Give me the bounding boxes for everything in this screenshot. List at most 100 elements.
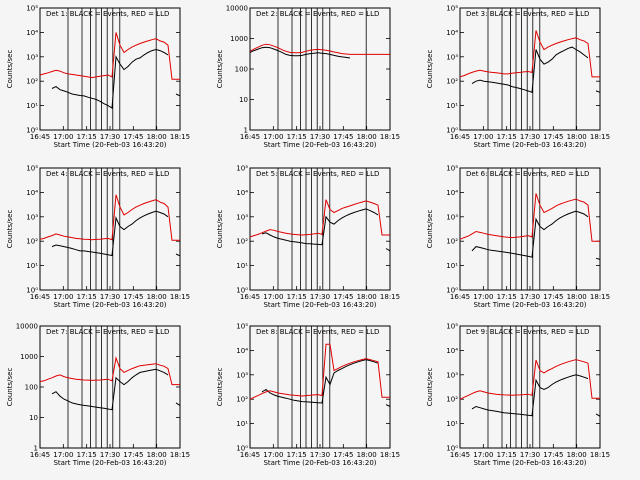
y-axis-label: Counts/sec [6, 210, 14, 249]
chart-title: Det 8: BLACK = Events, RED = LLD [256, 328, 379, 336]
series-events [471, 46, 601, 93]
x-axis-label: Start Time (20-Feb-03 16:43:20) [53, 301, 166, 309]
y-tick-label: 100 [25, 384, 38, 392]
x-tick-label: 17:00 [473, 451, 493, 459]
y-axis-label: Counts/sec [426, 210, 434, 249]
y-tick-label: 10000 [16, 323, 38, 331]
x-tick-label: 17:45 [123, 451, 143, 459]
x-tick-label: 18:00 [357, 133, 377, 141]
y-tick-label: 10³ [446, 213, 458, 221]
y-tick-label: 10⁴ [236, 189, 248, 197]
x-tick-label: 17:15 [497, 133, 517, 141]
series-events [51, 368, 181, 411]
x-tick-label: 16:45 [450, 293, 470, 301]
y-tick-label: 10³ [236, 371, 248, 379]
series-events [249, 46, 351, 59]
x-tick-label: 18:15 [590, 293, 610, 301]
x-tick-label: 18:15 [590, 133, 610, 141]
plot-frame [39, 7, 181, 131]
y-tick-label: 10⁵ [236, 165, 248, 173]
chart-panel-9: Det 9: BLACK = Events, RED = LLD 10⁰ 10¹ 10… [426, 323, 610, 468]
x-axis-label: Start Time (20-Feb-03 16:43:20) [263, 459, 376, 467]
x-tick-label: 17:30 [520, 293, 540, 301]
y-tick-label: 10¹ [236, 420, 248, 428]
y-tick-label: 10 [239, 96, 248, 104]
chart-panel-6: Det 6: BLACK = Events, RED = LLD 10⁰ 10¹ 10… [426, 165, 610, 310]
y-tick-label: 10⁵ [446, 323, 458, 331]
plot-frame [249, 325, 391, 449]
series-lld [249, 199, 390, 238]
x-tick-label: 17:30 [100, 451, 120, 459]
x-tick-label: 17:45 [123, 133, 143, 141]
chart-title: Det 6: BLACK = Events, RED = LLD [466, 170, 589, 178]
chart-panel-8: Det 8: BLACK = Events, RED = LLD 10⁰ 10¹ 10… [216, 323, 400, 468]
chart-panel-1: Det 1: BLACK = Events, RED = LLD 10⁰ 10¹ 10… [6, 5, 190, 150]
y-axis-label: Counts/sec [6, 368, 14, 407]
y-tick-label: 10⁴ [26, 189, 38, 197]
plot-frame [459, 325, 601, 449]
x-tick-label: 18:15 [380, 451, 400, 459]
y-axis-label: Counts/sec [216, 368, 224, 407]
x-tick-label: 17:15 [287, 133, 307, 141]
x-tick-label: 17:45 [333, 451, 353, 459]
y-tick-label: 10⁵ [446, 5, 458, 13]
x-axis-label: Start Time (20-Feb-03 16:43:20) [53, 459, 166, 467]
series-events [261, 359, 391, 407]
x-tick-label: 17:30 [310, 133, 330, 141]
x-tick-label: 18:00 [147, 133, 167, 141]
x-tick-label: 17:00 [53, 451, 73, 459]
chart-title: Det 4: BLACK = Events, RED = LLD [46, 170, 169, 178]
y-tick-label: 10³ [26, 53, 38, 61]
x-tick-label: 16:45 [240, 293, 260, 301]
x-tick-label: 18:15 [380, 133, 400, 141]
y-tick-label: 10³ [26, 213, 38, 221]
x-tick-label: 17:30 [520, 133, 540, 141]
x-tick-label: 17:30 [310, 451, 330, 459]
chart-title: Det 7: BLACK = Events, RED = LLD [46, 328, 169, 336]
x-tick-label: 17:15 [497, 293, 517, 301]
y-tick-label: 10⁰ [236, 287, 248, 295]
x-tick-label: 17:45 [543, 293, 563, 301]
series-events [471, 374, 601, 417]
x-axis-label: Start Time (20-Feb-03 16:43:20) [473, 141, 586, 149]
y-tick-label: 10⁴ [446, 347, 458, 355]
x-tick-label: 17:00 [263, 133, 283, 141]
x-tick-label: 18:00 [147, 293, 167, 301]
y-tick-label: 1000 [230, 35, 248, 43]
x-tick-label: 17:15 [77, 133, 97, 141]
chart-panel-5: Det 5: BLACK = Events, RED = LLD 10⁰ 10¹ 10… [216, 165, 400, 310]
y-tick-label: 10⁰ [446, 445, 458, 453]
x-tick-label: 17:00 [263, 451, 283, 459]
chart-panel-3: Det 3: BLACK = Events, RED = LLD 10⁰ 10¹ 10… [426, 5, 610, 150]
chart-title: Det 9: BLACK = Events, RED = LLD [466, 328, 589, 336]
y-tick-label: 10² [26, 78, 38, 86]
y-tick-label: 10² [236, 396, 248, 404]
x-tick-label: 17:00 [263, 293, 283, 301]
x-tick-label: 17:00 [473, 293, 493, 301]
series-events [261, 208, 391, 252]
x-tick-label: 18:15 [590, 451, 610, 459]
series-lld [249, 43, 390, 55]
x-tick-label: 18:15 [170, 451, 190, 459]
y-tick-label: 10³ [446, 53, 458, 61]
y-tick-label: 1 [34, 445, 38, 453]
y-tick-label: 10⁴ [446, 29, 458, 37]
y-tick-label: 10¹ [446, 420, 458, 428]
y-tick-label: 1000 [20, 353, 38, 361]
y-tick-label: 10³ [446, 371, 458, 379]
y-tick-label: 10⁵ [236, 323, 248, 331]
plot-frame [249, 7, 391, 131]
series-lld [459, 359, 600, 400]
series-events [51, 48, 181, 109]
series-lld [39, 32, 180, 80]
y-tick-label: 10¹ [26, 262, 38, 270]
x-tick-label: 17:15 [287, 293, 307, 301]
y-tick-label: 10⁰ [26, 287, 38, 295]
y-tick-label: 10⁰ [446, 287, 458, 295]
y-tick-label: 10⁰ [446, 127, 458, 135]
x-tick-label: 16:45 [30, 293, 50, 301]
series-lld [39, 356, 180, 386]
y-tick-label: 10² [446, 396, 458, 404]
x-tick-label: 17:45 [543, 451, 563, 459]
x-tick-label: 16:45 [240, 451, 260, 459]
